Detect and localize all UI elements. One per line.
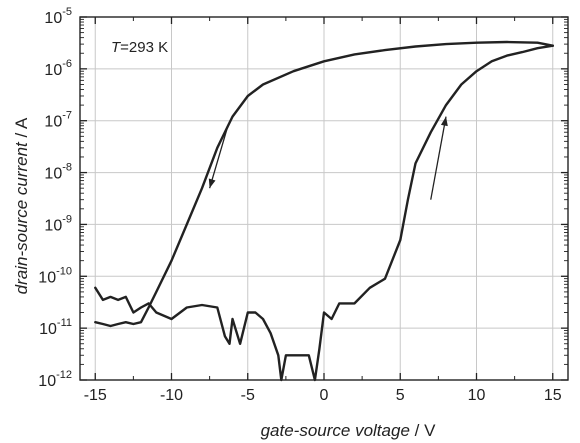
y-tick-exp: -7 — [62, 110, 72, 122]
y-tick-base: 10 — [44, 166, 62, 183]
direction-arrow-shaft — [430, 116, 447, 200]
x-tick-label: 10 — [468, 387, 486, 404]
x-tick-label: -10 — [160, 387, 183, 404]
y-axis-title: drain-source current / A — [12, 117, 31, 294]
x-tick-label: -15 — [84, 387, 107, 404]
y-tick-base: 10 — [44, 217, 62, 234]
x-tick-label: -5 — [241, 387, 255, 404]
y-tick-base: 10 — [39, 321, 57, 338]
y-tick-label: 10-10 — [38, 265, 72, 286]
y-tick-label: 10-5 — [44, 6, 72, 27]
y-tick-base: 10 — [44, 114, 62, 131]
y-tick-base: 10 — [44, 10, 62, 27]
y-tick-base: 10 — [38, 373, 56, 390]
y-tick-label: 10-6 — [44, 58, 72, 79]
y-tick-exp: -12 — [56, 369, 72, 381]
y-tick-base: 10 — [44, 62, 62, 79]
temperature-annotation: T=293 K — [111, 39, 168, 56]
y-tick-label: 10-8 — [44, 162, 72, 183]
y-tick-exp: -9 — [62, 213, 72, 225]
annotation-var: T — [111, 39, 122, 56]
y-axis-unit: A — [12, 117, 31, 129]
arrow-layer — [208, 116, 448, 200]
x-tick-label: 15 — [544, 387, 562, 404]
x-tick-labels: -15 -10 -5 0 5 10 15 — [84, 387, 562, 404]
series-line-1 — [94, 40, 554, 328]
y-tick-base: 10 — [38, 269, 56, 286]
y-tick-exp: -5 — [62, 6, 72, 18]
direction-arrow-shaft — [209, 125, 229, 189]
tick-layer — [80, 16, 568, 381]
x-tick-label: 5 — [396, 387, 405, 404]
y-tick-label: 10-7 — [44, 110, 72, 131]
y-tick-exp: -8 — [62, 162, 72, 174]
direction-arrow-head — [440, 116, 448, 127]
x-axis-label: gate-source voltage — [261, 421, 410, 440]
y-tick-label: 10-9 — [44, 213, 72, 234]
x-tick-label: 0 — [320, 387, 329, 404]
annotation-text: =293 K — [120, 39, 168, 56]
direction-arrow-head — [208, 178, 216, 189]
x-axis-unit: V — [424, 421, 436, 440]
x-axis-title: gate-source voltage / V — [261, 421, 437, 440]
grid-layer — [80, 17, 568, 380]
y-tick-exp: -6 — [62, 58, 72, 70]
y-axis-label: drain-source current — [12, 141, 31, 294]
y-tick-label: 10-11 — [39, 317, 72, 338]
y-tick-label: 10-12 — [38, 369, 72, 390]
y-tick-exp: -11 — [57, 317, 72, 329]
y-tick-exp: -10 — [56, 265, 72, 277]
